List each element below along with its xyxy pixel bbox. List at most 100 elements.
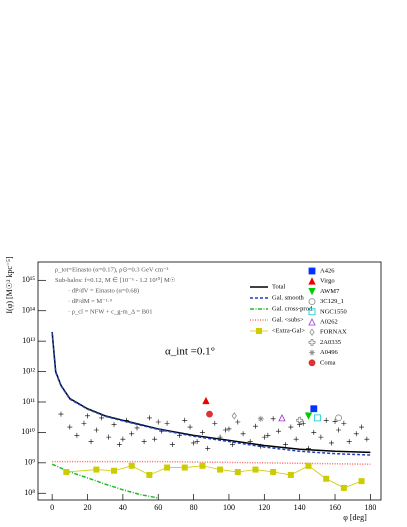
point	[341, 420, 347, 426]
point	[222, 427, 228, 433]
series-marker	[63, 468, 70, 475]
point	[332, 418, 338, 424]
point	[74, 432, 80, 438]
point	[111, 422, 117, 428]
point	[164, 420, 170, 426]
point	[226, 426, 232, 432]
point	[129, 431, 135, 437]
series-marker	[217, 466, 224, 473]
annotation: · dP/dM = M⁻¹·⁹	[68, 298, 113, 305]
point	[134, 425, 140, 431]
cluster-marker	[335, 414, 342, 422]
legend-marker	[308, 267, 316, 275]
legend-marker	[308, 277, 316, 285]
series-marker	[305, 462, 312, 469]
point	[359, 424, 365, 430]
point	[300, 420, 306, 426]
legend-label: Gal. smooth	[272, 294, 305, 301]
point	[283, 442, 289, 448]
x-tick-label: 160	[329, 503, 341, 512]
point	[81, 420, 87, 426]
legend-label: AWM7	[320, 288, 340, 295]
point	[353, 431, 359, 437]
point	[323, 417, 329, 423]
point	[265, 432, 271, 438]
legend-marker	[308, 339, 316, 346]
y-tick-label: 10¹²	[22, 366, 35, 375]
series-marker	[111, 467, 118, 474]
cluster-marker	[231, 412, 237, 420]
y-tick-label: 10¹⁴	[22, 306, 35, 315]
annotation: · dP/dV = Einasto (α=0.68)	[68, 287, 139, 294]
point	[293, 436, 299, 442]
point	[336, 427, 342, 433]
point	[88, 439, 94, 445]
x-tick-label: 20	[84, 503, 92, 512]
legend-label: Gal. <subs>	[272, 316, 304, 323]
point	[328, 440, 334, 446]
legend-label: Coma	[320, 359, 336, 366]
x-tick-label: 40	[119, 503, 127, 512]
point	[191, 440, 197, 446]
legend-marker	[308, 298, 316, 306]
point	[141, 439, 147, 445]
point	[275, 428, 281, 434]
legend-marker	[308, 308, 316, 316]
annotation: Sub-halos: f=0.12, M ∈ [10⁻⁶ - 1.2 10¹⁰]…	[55, 276, 176, 284]
series-marker	[287, 471, 294, 478]
series-line	[52, 460, 371, 465]
point	[116, 442, 122, 448]
x-tick-label: 100	[223, 503, 235, 512]
point	[318, 434, 324, 440]
point	[187, 424, 193, 430]
legend-marker	[308, 359, 316, 367]
alpha-label: α_int =0.1°	[165, 346, 215, 358]
y-tick-label: 10⁹	[24, 458, 35, 467]
series-line	[66, 465, 362, 489]
y-tick-label: 10¹⁰	[21, 427, 35, 436]
series-marker	[199, 462, 206, 469]
legend-label: A426	[320, 267, 335, 274]
y-axis-label: I(φ) [M☉² kpc⁻⁵]	[5, 256, 14, 314]
point	[146, 415, 152, 421]
point	[67, 424, 73, 430]
annotation: ρ_tot=Einasto (α=0.17), ρ⊙=0.3 GeV cm⁻³	[55, 266, 168, 273]
x-tick-label: 0	[50, 503, 54, 512]
point	[169, 442, 175, 448]
cluster-marker	[296, 416, 304, 424]
point	[240, 431, 246, 437]
point	[346, 439, 352, 445]
annotation: · ρ_cl = NFW + c_g-m_Δ = B01	[68, 308, 153, 315]
point	[252, 423, 258, 429]
point	[99, 415, 105, 421]
y-tick-label: 10¹⁵	[22, 275, 35, 284]
series-marker	[358, 478, 365, 485]
series-line	[51, 332, 371, 456]
series-marker	[146, 471, 153, 478]
legend-label: NGC1550	[320, 308, 347, 315]
point	[194, 439, 200, 445]
legend-label: Total	[272, 283, 285, 290]
point	[235, 419, 241, 425]
legend-marker	[256, 328, 262, 334]
legend-label: Gal. cross-prod.	[272, 305, 314, 312]
legend-label: A0496	[320, 349, 338, 356]
legend-label: <Extra-Gal>	[272, 327, 305, 334]
point	[364, 436, 370, 442]
x-tick-label: 180	[364, 503, 376, 512]
x-axis-label: φ [deg]	[343, 513, 367, 522]
point	[182, 417, 188, 423]
point	[199, 429, 205, 435]
point	[297, 422, 303, 428]
legend-marker	[308, 288, 316, 296]
x-tick-label: 140	[294, 503, 306, 512]
cluster-marker	[278, 414, 286, 422]
point	[58, 411, 64, 417]
point	[152, 436, 158, 442]
series-marker	[252, 466, 259, 473]
cluster-marker	[206, 410, 213, 418]
x-tick-label: 80	[190, 503, 198, 512]
y-tick-label: 10¹³	[22, 336, 35, 345]
point	[288, 424, 294, 430]
point	[120, 436, 126, 442]
